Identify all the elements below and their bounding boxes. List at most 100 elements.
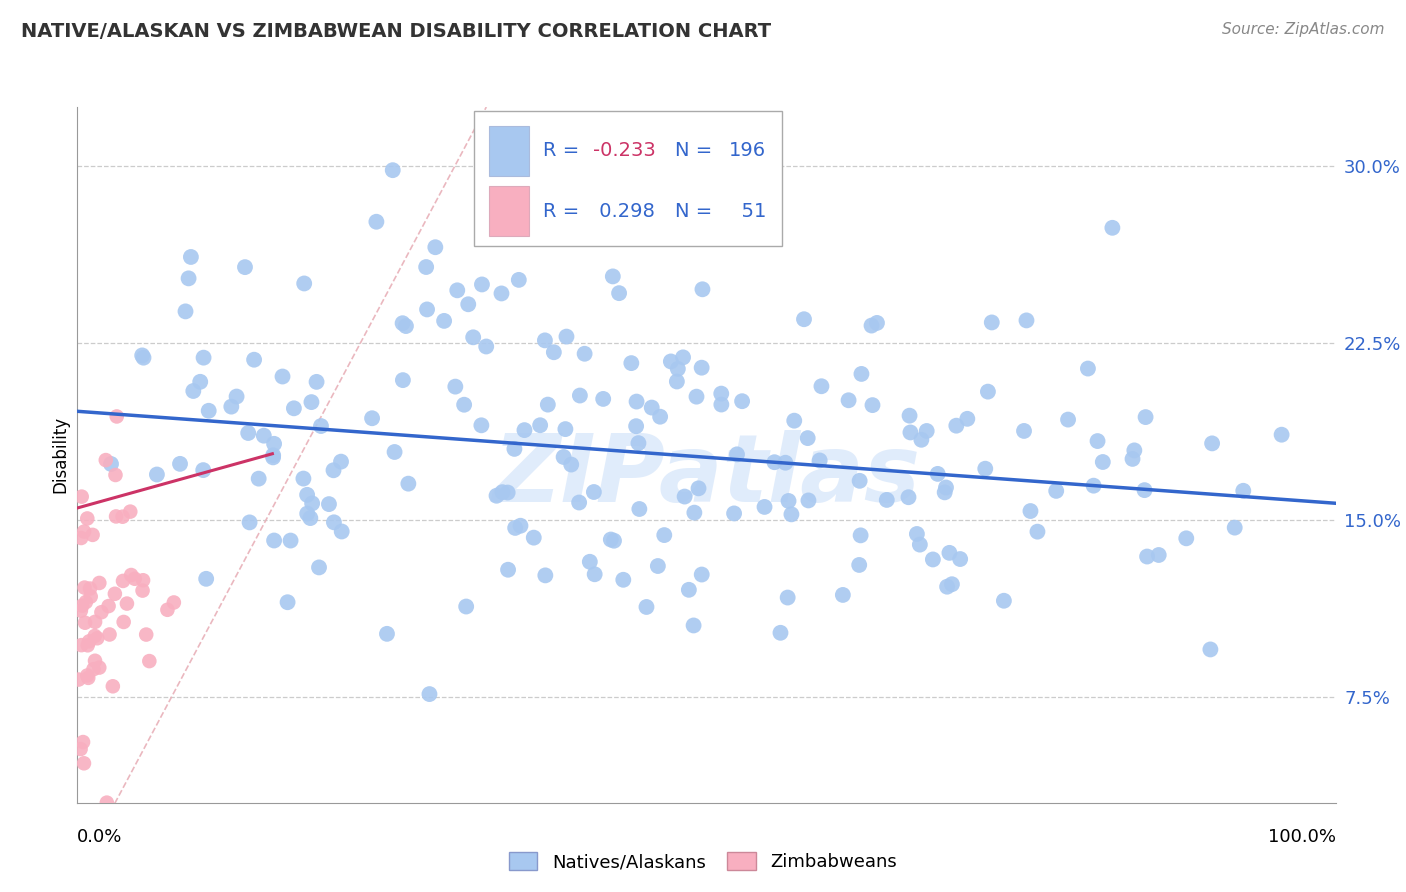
Point xyxy=(831,588,853,602)
Point xyxy=(1019,504,1042,518)
Point xyxy=(456,599,478,614)
Point xyxy=(243,352,266,367)
Point xyxy=(941,577,963,591)
Point xyxy=(83,629,105,643)
Point xyxy=(301,395,323,409)
Point xyxy=(96,796,118,810)
Point xyxy=(862,398,884,412)
Text: R =: R = xyxy=(543,202,585,221)
Point xyxy=(503,521,526,535)
Point xyxy=(568,388,591,402)
Point xyxy=(672,351,695,365)
Point xyxy=(848,474,870,488)
Point xyxy=(86,632,108,646)
Point xyxy=(263,437,285,451)
Point xyxy=(897,490,920,504)
Point xyxy=(641,401,664,415)
Point xyxy=(555,329,578,343)
Point xyxy=(935,481,957,495)
Point xyxy=(425,240,447,254)
Text: 196: 196 xyxy=(730,141,766,161)
Point xyxy=(496,485,519,500)
Point xyxy=(233,260,256,274)
Point xyxy=(624,419,647,434)
Point xyxy=(76,668,98,682)
Point xyxy=(80,590,103,604)
Point xyxy=(688,481,710,495)
Point xyxy=(659,354,682,368)
Point xyxy=(860,318,883,333)
Point xyxy=(636,599,658,614)
Point xyxy=(138,654,160,668)
Text: Source: ZipAtlas.com: Source: ZipAtlas.com xyxy=(1222,22,1385,37)
Point xyxy=(105,409,128,424)
Point xyxy=(115,597,138,611)
Point xyxy=(1012,424,1035,438)
Point xyxy=(793,312,815,326)
Point xyxy=(974,461,997,475)
Point xyxy=(174,304,197,318)
Point xyxy=(599,533,621,547)
Point xyxy=(848,558,870,572)
Point xyxy=(763,455,786,469)
Point xyxy=(82,528,104,542)
Point xyxy=(418,687,440,701)
Point xyxy=(647,559,669,574)
Point xyxy=(283,401,305,416)
Point xyxy=(652,528,675,542)
Point xyxy=(1147,548,1170,562)
Point xyxy=(780,508,803,522)
Point xyxy=(446,283,468,297)
Point xyxy=(104,587,127,601)
Point xyxy=(583,567,606,582)
Point xyxy=(301,496,323,510)
Point xyxy=(603,533,626,548)
Point xyxy=(308,560,330,574)
Point xyxy=(543,345,565,359)
Point xyxy=(84,615,107,629)
Point xyxy=(415,260,437,274)
Point xyxy=(97,599,120,613)
Point xyxy=(221,400,243,414)
Text: -0.233: -0.233 xyxy=(593,141,657,161)
Point xyxy=(849,528,872,542)
Point xyxy=(271,369,294,384)
Point xyxy=(181,384,204,398)
Point xyxy=(135,627,157,641)
Point xyxy=(1087,434,1109,448)
Point xyxy=(67,673,90,687)
Point xyxy=(554,422,576,436)
Text: N =: N = xyxy=(675,141,718,161)
Point xyxy=(977,384,1000,399)
Point xyxy=(980,315,1002,329)
Point xyxy=(1077,361,1099,376)
Point xyxy=(1123,443,1146,458)
Point xyxy=(262,450,284,465)
Point xyxy=(84,654,107,668)
Point xyxy=(195,572,218,586)
Point xyxy=(683,506,706,520)
Text: 100.0%: 100.0% xyxy=(1268,828,1336,846)
Point xyxy=(513,423,536,437)
Point xyxy=(75,595,97,609)
Point xyxy=(416,302,439,317)
Point xyxy=(496,563,519,577)
Point xyxy=(124,572,146,586)
Point xyxy=(673,490,696,504)
Point xyxy=(309,419,332,434)
Point xyxy=(396,476,419,491)
Text: 0.0%: 0.0% xyxy=(77,828,122,846)
FancyBboxPatch shape xyxy=(474,111,782,246)
Point xyxy=(537,398,560,412)
Point xyxy=(690,360,713,375)
Text: R =: R = xyxy=(543,141,585,161)
Text: NATIVE/ALASKAN VS ZIMBABWEAN DISABILITY CORRELATION CHART: NATIVE/ALASKAN VS ZIMBABWEAN DISABILITY … xyxy=(21,22,772,41)
Point xyxy=(146,467,169,482)
Point xyxy=(188,375,211,389)
Point xyxy=(70,531,93,545)
Point xyxy=(936,580,959,594)
Point xyxy=(927,467,949,481)
Point xyxy=(778,494,800,508)
Point xyxy=(105,509,128,524)
Point xyxy=(322,463,344,477)
